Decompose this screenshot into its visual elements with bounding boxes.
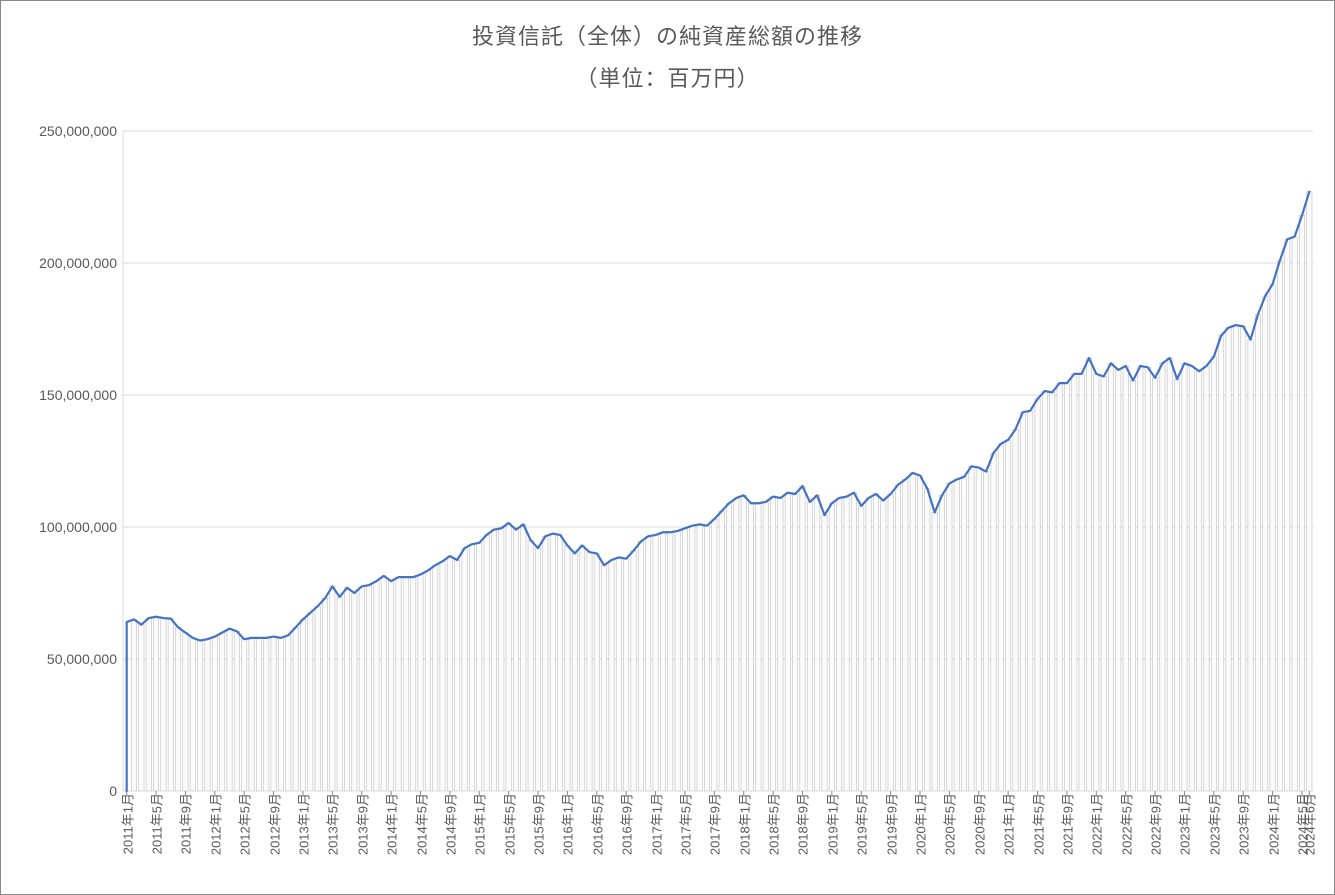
plot-svg xyxy=(123,131,1313,791)
x-tick-label: 2023年9月 xyxy=(1234,793,1253,855)
x-tick-label: 2019年9月 xyxy=(881,793,900,855)
x-tick-label: 2021年1月 xyxy=(999,793,1018,855)
x-tick-label: 2020年9月 xyxy=(969,793,988,855)
x-tick-label: 2023年5月 xyxy=(1204,793,1223,855)
y-tick-label: 100,000,000 xyxy=(39,519,117,535)
x-tick-label: 2017年9月 xyxy=(705,793,724,855)
x-tick-label: 2024年6月 xyxy=(1300,793,1319,855)
chart-title-line2: （単位：百万円） xyxy=(1,61,1334,93)
x-tick-label: 2014年5月 xyxy=(411,793,430,855)
x-tick-label: 2014年9月 xyxy=(440,793,459,855)
x-tick-label: 2011年5月 xyxy=(147,793,166,854)
x-tick-label: 2021年5月 xyxy=(1028,793,1047,855)
y-tick-label: 50,000,000 xyxy=(47,651,117,667)
x-tick-label: 2016年1月 xyxy=(558,793,577,855)
x-tick-label: 2013年9月 xyxy=(352,793,371,855)
x-tick-label: 2022年9月 xyxy=(1146,793,1165,855)
x-tick-label: 2020年5月 xyxy=(940,793,959,855)
x-tick-label: 2022年5月 xyxy=(1116,793,1135,855)
x-tick-label: 2013年1月 xyxy=(293,793,312,855)
x-axis-labels: 2011年1月2011年5月2011年9月2012年1月2012年5月2012年… xyxy=(123,793,1313,891)
x-tick-label: 2024年5月 xyxy=(1292,793,1311,855)
y-tick-label: 150,000,000 xyxy=(39,387,117,403)
x-tick-label: 2013年5月 xyxy=(323,793,342,855)
chart-container: 投資信託（全体）の純資産総額の推移 （単位：百万円） 050,000,00010… xyxy=(0,0,1335,895)
x-tick-label: 2017年5月 xyxy=(675,793,694,855)
x-tick-label: 2015年5月 xyxy=(499,793,518,855)
x-tick-label: 2015年9月 xyxy=(529,793,548,855)
y-tick-label: 200,000,000 xyxy=(39,255,117,271)
x-tick-label: 2018年1月 xyxy=(734,793,753,855)
x-tick-label: 2021年9月 xyxy=(1057,793,1076,855)
y-tick-label: 0 xyxy=(109,783,117,799)
x-tick-label: 2019年5月 xyxy=(852,793,871,855)
x-tick-label: 2012年9月 xyxy=(264,793,283,855)
x-tick-label: 2011年1月 xyxy=(117,793,136,854)
x-tick-label: 2020年1月 xyxy=(911,793,930,855)
chart-title-line1: 投資信託（全体）の純資産総額の推移 xyxy=(1,19,1334,51)
x-tick-label: 2016年9月 xyxy=(617,793,636,855)
x-tick-label: 2024年1月 xyxy=(1263,793,1282,855)
x-tick-label: 2015年1月 xyxy=(470,793,489,855)
x-tick-label: 2017年1月 xyxy=(646,793,665,855)
x-tick-label: 2018年9月 xyxy=(793,793,812,855)
x-tick-label: 2011年9月 xyxy=(176,793,195,854)
x-tick-label: 2023年1月 xyxy=(1175,793,1194,855)
x-tick-label: 2012年5月 xyxy=(235,793,254,855)
x-tick-label: 2018年5月 xyxy=(764,793,783,855)
x-tick-label: 2014年1月 xyxy=(382,793,401,855)
x-tick-label: 2012年1月 xyxy=(205,793,224,855)
x-tick-label: 2016年5月 xyxy=(587,793,606,855)
x-tick-label: 2019年1月 xyxy=(822,793,841,855)
plot-area: 050,000,000100,000,000150,000,000200,000… xyxy=(123,131,1313,791)
x-tick-label: 2022年1月 xyxy=(1087,793,1106,855)
chart-title: 投資信託（全体）の純資産総額の推移 （単位：百万円） xyxy=(1,19,1334,93)
y-tick-label: 250,000,000 xyxy=(39,123,117,139)
